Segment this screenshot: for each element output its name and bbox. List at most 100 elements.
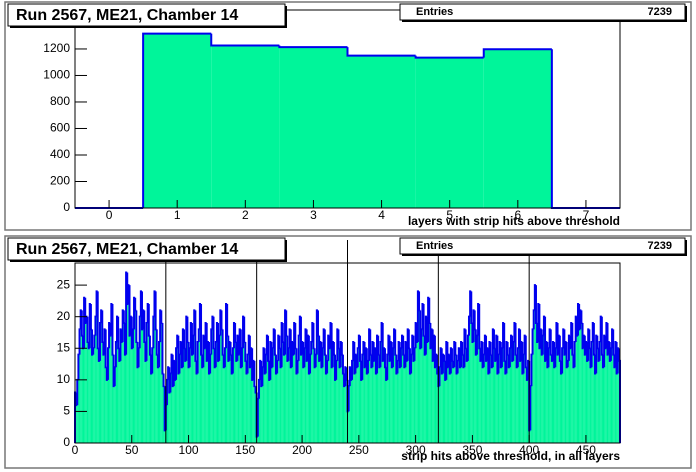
- y-tick-label: 5: [63, 404, 70, 418]
- histogram-bar: [503, 323, 505, 443]
- histogram-bar: [196, 373, 198, 443]
- histogram-outline: [616, 347, 619, 374]
- histogram-bar: [80, 310, 82, 443]
- histogram-bar: [607, 354, 609, 443]
- histogram-bar: [264, 373, 266, 443]
- histogram-bar: [444, 360, 446, 443]
- histogram-bar: [342, 373, 345, 443]
- histogram-outline: [530, 353, 533, 387]
- stats-value: 7239: [648, 240, 672, 252]
- histogram-bar: [121, 341, 123, 443]
- histogram-outline: [235, 341, 238, 362]
- histogram-outline: [135, 310, 138, 343]
- histogram-outline: [319, 340, 322, 361]
- histogram-outline: [439, 347, 442, 368]
- histogram-outline: [273, 329, 276, 356]
- histogram-outline: [404, 340, 407, 368]
- histogram-outline: [512, 340, 515, 361]
- chart-title: Run 2567, ME21, Chamber 14: [16, 241, 238, 258]
- histogram-bar: [572, 354, 574, 443]
- histogram-bar: [358, 335, 360, 443]
- x-tick-label: 1: [174, 208, 181, 222]
- histogram-bar: [314, 367, 316, 443]
- histogram-outline: [143, 310, 146, 343]
- histogram-bar: [438, 386, 440, 443]
- histogram-outline: [237, 335, 240, 356]
- histogram-bar: [466, 360, 468, 443]
- histogram-bar: [560, 373, 563, 443]
- histogram-bar: [204, 348, 206, 443]
- histogram-outline: [457, 347, 460, 361]
- histogram-bar: [177, 335, 179, 443]
- histogram-outline: [575, 316, 578, 337]
- histogram-outline: [590, 340, 593, 368]
- histogram-bar: [248, 335, 250, 443]
- histogram-outline: [369, 329, 372, 356]
- histogram-bar: [383, 348, 385, 443]
- histogram-outline: [371, 340, 374, 368]
- histogram-bar: [178, 373, 180, 443]
- histogram-outline: [227, 335, 230, 362]
- histogram-bar: [265, 354, 267, 443]
- histogram-outline: [351, 359, 354, 380]
- histogram-outline: [248, 335, 251, 369]
- histogram-outline: [405, 341, 408, 362]
- histogram-bar: [520, 360, 522, 443]
- histogram-bar: [202, 367, 204, 443]
- histogram-bar: [106, 379, 108, 443]
- histogram-outline: [449, 347, 452, 374]
- histogram-outline: [549, 329, 552, 356]
- histogram-bar: [174, 379, 177, 443]
- histogram-outline: [299, 316, 303, 356]
- histogram-outline: [352, 340, 355, 361]
- histogram-outline: [312, 323, 315, 350]
- histogram-outline: [343, 373, 346, 388]
- histogram-bar: [455, 354, 457, 443]
- histogram-outline: [116, 315, 119, 342]
- histogram-outline: [193, 309, 196, 336]
- histogram-outline: [366, 359, 370, 374]
- histogram-bar: [137, 367, 139, 443]
- histogram-bar: [387, 354, 389, 443]
- histogram-bar: [313, 348, 315, 443]
- histogram-bar: [96, 291, 98, 443]
- histogram-outline: [142, 32, 212, 208]
- histogram-bar: [148, 335, 150, 443]
- histogram-bar: [312, 323, 314, 443]
- y-tick-label: 15: [57, 340, 71, 354]
- histogram-bar: [432, 360, 434, 443]
- histogram-bar: [409, 373, 412, 443]
- histogram-bar: [548, 348, 550, 443]
- histogram-bar: [577, 304, 580, 443]
- histogram-outline: [78, 328, 81, 355]
- histogram-outline: [256, 397, 259, 437]
- histogram-outline: [498, 340, 501, 355]
- histogram-outline: [117, 316, 120, 350]
- histogram-outline: [443, 354, 446, 362]
- histogram-bar: [472, 341, 474, 443]
- histogram-outline: [356, 347, 359, 368]
- histogram-bar: [391, 367, 393, 443]
- histogram-bar: [615, 341, 617, 443]
- histogram-outline: [490, 354, 493, 369]
- histogram-bar: [571, 323, 573, 443]
- histogram-bar: [85, 323, 87, 443]
- histogram-outline: [550, 354, 554, 362]
- histogram-bar: [498, 354, 500, 443]
- histogram-bar: [111, 304, 113, 443]
- histogram-bar: [145, 360, 147, 443]
- histogram-outline: [482, 48, 552, 58]
- histogram-bar: [344, 386, 346, 443]
- histogram-bar: [323, 329, 325, 443]
- histogram-bar: [568, 335, 571, 443]
- histogram-outline: [134, 297, 137, 312]
- histogram-outline: [136, 341, 139, 369]
- histogram-outline: [378, 354, 381, 369]
- histogram-bar: [614, 367, 616, 443]
- histogram-outline: [242, 315, 245, 349]
- histogram-bar: [375, 373, 378, 443]
- histogram-bar: [424, 354, 426, 443]
- histogram-outline: [86, 316, 89, 343]
- histogram-bar: [506, 341, 508, 443]
- histogram-bar: [441, 373, 443, 443]
